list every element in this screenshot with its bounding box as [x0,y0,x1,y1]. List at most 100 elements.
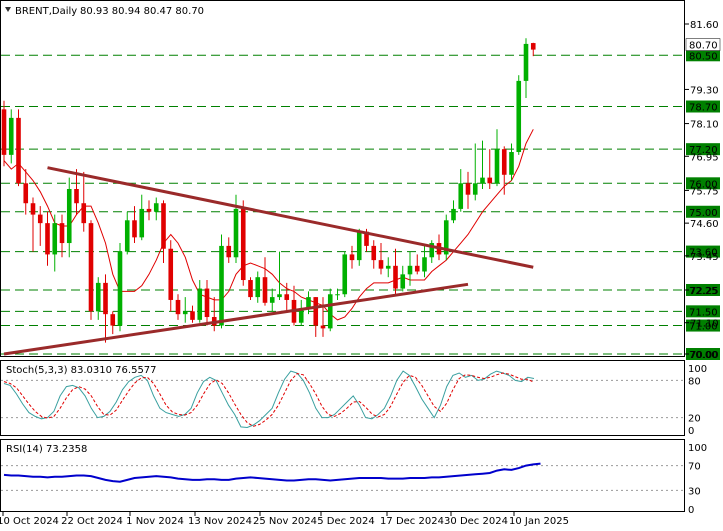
trendline[interactable] [47,166,534,269]
candle-body[interactable] [110,314,116,326]
candle-body[interactable] [443,220,449,255]
chart-header: BRENT,Daily 80.93 80.94 80.47 80.70 [5,6,204,17]
candle-body[interactable] [233,208,239,258]
candle-body[interactable] [146,208,152,212]
ohlc-readout: 80.93 80.94 80.47 80.70 [80,6,204,17]
price-tick-label: 74.60 [690,219,719,230]
candle-body[interactable] [494,149,500,184]
candle-body[interactable] [313,297,319,326]
last-price-tag: 80.70 [689,41,718,52]
candle-body[interactable] [320,325,326,329]
candle-body[interactable] [226,245,232,258]
candle-body[interactable] [371,245,377,261]
candle-body[interactable] [219,245,224,326]
candle-body[interactable] [364,231,369,246]
candle-body[interactable] [52,223,58,255]
candle-body[interactable] [306,297,311,309]
candle-body[interactable] [139,208,145,238]
candle-body[interactable] [16,117,21,184]
candle-body[interactable] [400,274,406,289]
candle-body[interactable] [95,282,101,312]
symbol-title: BRENT,Daily [15,6,77,17]
candle-body[interactable] [342,254,348,295]
price-tick-label: 81.60 [690,20,719,31]
candle-body[interactable] [378,260,384,269]
candle-body[interactable] [74,189,79,204]
candle-body[interactable] [1,109,7,155]
price-tick-label: 75.75 [690,186,719,197]
candle-body[interactable] [407,265,413,275]
rsi-line-layer: 100 70 30 0 [1,443,707,516]
candle-body[interactable] [414,265,420,272]
candle-body[interactable] [472,183,478,195]
last-price-tag-bg [685,38,721,51]
candle-body[interactable] [240,208,246,281]
candle-body[interactable] [204,288,210,318]
time-tick-label: 5 Dec 2024 [317,516,375,527]
candle-body[interactable] [37,214,43,224]
candle-body[interactable] [117,251,123,326]
candle-body[interactable] [284,294,290,300]
candle-body[interactable] [422,257,427,272]
trendline[interactable] [3,282,469,356]
candle-body[interactable] [429,243,435,258]
candle-body[interactable] [161,203,166,249]
time-tick-label: 25 Nov 2024 [253,516,317,527]
candle-body[interactable] [523,43,529,81]
candle-body[interactable] [124,220,130,252]
candle-body[interactable] [298,308,304,323]
level-tag-bg [686,100,720,113]
candle-body[interactable] [487,177,493,184]
candle-body[interactable] [516,80,522,153]
candle-body[interactable] [335,294,340,296]
time-tick-label: 17 Dec 2024 [380,516,444,527]
candle-body[interactable] [132,220,137,238]
candle-body[interactable] [190,311,195,320]
candle-body[interactable] [349,254,355,261]
candle-body[interactable] [277,294,282,298]
moving-average-layer [3,129,534,321]
level-tag-bg [686,177,720,190]
candle-body[interactable] [8,117,14,155]
stoch-tick-label: 80 [688,376,701,387]
candle-body[interactable] [458,183,464,209]
candle-body[interactable] [262,277,268,303]
candle-body[interactable] [327,294,333,329]
candle-body[interactable] [480,177,485,184]
candle-body[interactable] [30,203,36,215]
candle-body[interactable] [103,282,108,315]
candle-body[interactable] [45,223,50,255]
candle-body[interactable] [255,277,261,298]
level-tag: 71.50 [689,307,718,318]
candle-body[interactable] [269,297,275,303]
price-tick-label: 76.95 [690,152,719,163]
candle-body[interactable] [465,183,471,195]
candle-body[interactable] [501,149,507,175]
price-tick-label: 72.25 [690,286,719,297]
candle-body[interactable] [23,183,29,204]
candle-body[interactable] [197,288,203,320]
candles-layer[interactable] [1,38,536,343]
level-tag: 70.00 [689,350,718,361]
candle-body[interactable] [509,152,514,175]
candle-body[interactable] [248,280,253,298]
candle-body[interactable] [356,231,362,261]
candle-body[interactable] [153,203,159,212]
candle-body[interactable] [168,248,174,300]
candle-body[interactable] [530,43,536,50]
candle-body[interactable] [66,189,72,244]
level-tag-bg [686,245,720,258]
candle-body[interactable] [451,208,456,221]
time-tick-label: 10 Oct 2024 [0,516,59,527]
candle-body[interactable] [175,299,181,315]
candle-body[interactable] [393,265,398,289]
candle-body[interactable] [81,203,87,224]
candle-body[interactable] [182,311,188,315]
candle-body[interactable] [88,223,94,312]
level-tag-bg [686,348,720,360]
candle-body[interactable] [385,265,391,269]
trendlines-layer[interactable] [3,166,534,356]
candle-body[interactable] [59,223,65,244]
price-tick-label: 78.10 [690,120,719,131]
horizontal-levels [1,54,685,355]
